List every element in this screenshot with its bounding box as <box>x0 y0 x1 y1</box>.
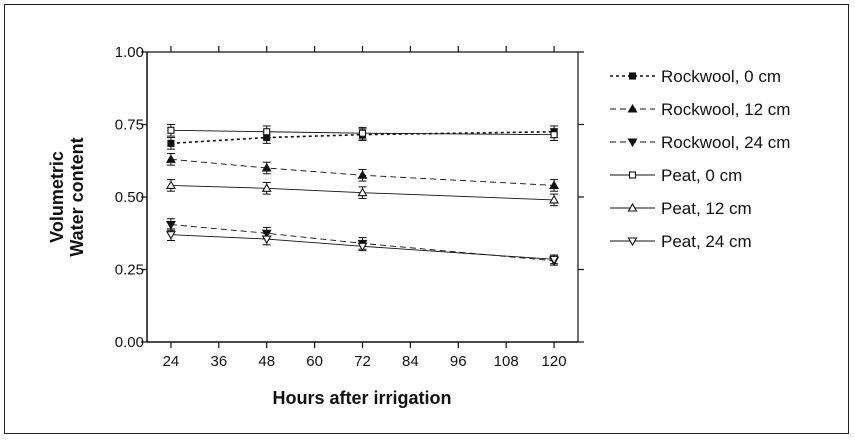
series-5 <box>165 179 560 207</box>
legend-item: Peat, 12 cm <box>610 199 752 218</box>
data-point <box>261 162 272 172</box>
data-point <box>165 154 176 163</box>
y-axis-title: Volumetric Water content <box>47 137 87 256</box>
legend-item: Rockwool, 12 cm <box>610 100 790 119</box>
x-tick-label: 96 <box>450 353 467 370</box>
series-line <box>170 224 555 262</box>
data-point <box>357 187 368 197</box>
legend-marker <box>627 237 638 247</box>
data-point <box>358 129 367 137</box>
data-point <box>261 235 272 245</box>
legend-label: Peat, 12 cm <box>661 199 752 218</box>
data-point <box>263 128 271 136</box>
legend-marker <box>628 72 637 80</box>
x-tick-label: 72 <box>354 353 371 370</box>
series-line <box>170 234 555 260</box>
data-point <box>165 231 176 240</box>
data-point <box>165 221 176 230</box>
data-point <box>549 255 560 265</box>
series-line <box>170 129 555 136</box>
legend-item: Rockwool, 24 cm <box>610 133 790 152</box>
legend-marker <box>628 171 637 179</box>
series-2 <box>165 153 560 192</box>
x-tick-label: 108 <box>494 353 519 370</box>
y-tick-label: 0.25 <box>115 262 144 279</box>
x-axis-title: Hours after irrigation <box>272 388 451 408</box>
y-tick-label: 1.00 <box>115 44 144 61</box>
legend-label: Peat, 24 cm <box>661 232 752 251</box>
x-tick-label: 24 <box>163 353 180 370</box>
y-axis-title-line-2: Water content <box>67 137 87 256</box>
x-tick-label: 36 <box>210 353 227 370</box>
legend-item: Peat, 0 cm <box>610 166 742 185</box>
legend-marker <box>627 138 638 148</box>
data-point <box>167 139 175 147</box>
series-line <box>170 158 555 186</box>
data-point <box>549 180 560 189</box>
legend-label: Peat, 0 cm <box>661 166 742 185</box>
legend-item: Rockwool, 0 cm <box>610 67 781 86</box>
series-layer <box>165 124 560 266</box>
x-tick-label: 48 <box>258 353 275 370</box>
legend: Rockwool, 0 cm Rockwool, 12 cm Rockwool, 2… <box>610 67 790 251</box>
series-4 <box>166 124 559 141</box>
y-tick-label: 0.75 <box>115 117 144 134</box>
legend-label: Rockwool, 0 cm <box>661 67 781 86</box>
data-point <box>357 242 368 252</box>
y-tick-label: 0.00 <box>115 334 144 351</box>
series-line <box>170 184 555 201</box>
x-tick-label: 84 <box>402 353 419 370</box>
legend-marker <box>627 103 638 113</box>
y-tick-label: 0.50 <box>115 189 144 206</box>
legend-item: Peat, 24 cm <box>610 232 752 251</box>
legend-label: Rockwool, 12 cm <box>661 100 790 119</box>
data-point <box>261 183 272 192</box>
x-tick-label: 120 <box>542 353 567 370</box>
data-point <box>167 126 175 134</box>
y-axis-title-line-1: Volumetric <box>47 151 67 243</box>
legend-marker <box>627 202 638 212</box>
data-point <box>549 194 560 204</box>
x-tick-label: 60 <box>306 353 323 370</box>
data-point <box>165 180 176 189</box>
ticks: 24 36 48 60 72 84 96 108 120 0.00 0.25 0.50 0.75 1.00 <box>115 44 584 370</box>
data-point <box>357 170 368 179</box>
legend-label: Rockwool, 24 cm <box>661 133 790 152</box>
figure-frame <box>4 4 849 434</box>
data-point <box>550 131 558 139</box>
series-6 <box>165 228 560 265</box>
